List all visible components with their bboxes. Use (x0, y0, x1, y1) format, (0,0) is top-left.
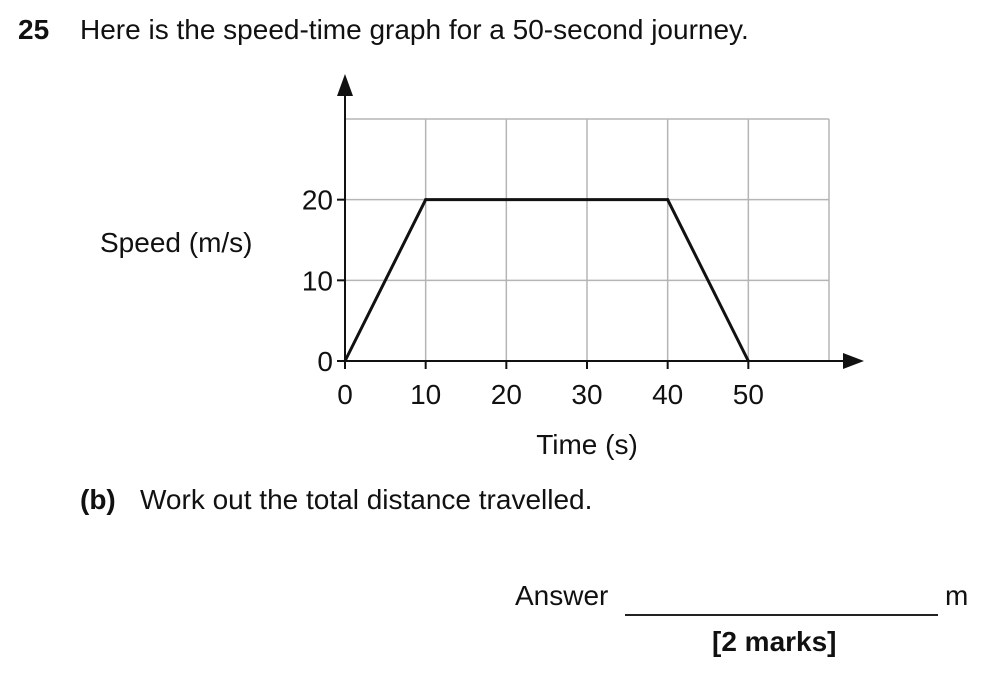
data-point (424, 198, 428, 202)
part-label: (b) (80, 484, 116, 515)
x-tick-label: 40 (652, 379, 683, 410)
data-point (746, 359, 750, 363)
answer-field[interactable] (625, 614, 938, 616)
speed-time-line (343, 198, 750, 362)
y-tick-label: 0 (317, 346, 333, 377)
x-tick-label: 20 (491, 379, 522, 410)
y-axis-label: Speed (m/s) (100, 227, 253, 258)
data-point (343, 359, 347, 363)
y-tick-label: 10 (302, 265, 333, 296)
part-question: Work out the total distance travelled. (140, 484, 593, 515)
x-axis-label: Time (s) (536, 429, 638, 460)
question-number: 25 (18, 14, 50, 45)
answer-label: Answer (515, 580, 609, 611)
x-tick-label: 50 (733, 379, 764, 410)
marks-label: [2 marks] (712, 626, 837, 657)
data-point (666, 198, 670, 202)
question-text: Here is the speed-time graph for a 50-se… (80, 14, 749, 45)
answer-unit: m (945, 580, 969, 611)
y-axis-arrow-icon (337, 74, 353, 96)
x-tick-label: 0 (337, 379, 353, 410)
x-tick-label: 30 (571, 379, 602, 410)
x-tick-label: 10 (410, 379, 441, 410)
x-axis-arrow-icon (843, 353, 864, 369)
speed-time-graph: 0 10 20 0 10 20 30 40 50 Speed (m/s) Time (s) (100, 74, 864, 460)
y-tick-label: 20 (302, 185, 333, 216)
